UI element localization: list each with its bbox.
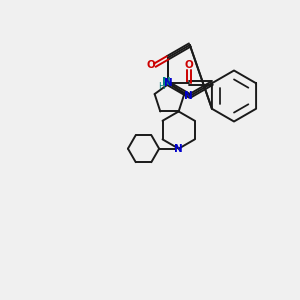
Text: H: H [158, 82, 164, 91]
Text: O: O [147, 60, 155, 70]
Text: N: N [174, 144, 183, 154]
Text: O: O [184, 60, 193, 70]
Text: N: N [184, 91, 193, 101]
Text: N: N [164, 78, 172, 88]
Text: N: N [162, 77, 171, 87]
